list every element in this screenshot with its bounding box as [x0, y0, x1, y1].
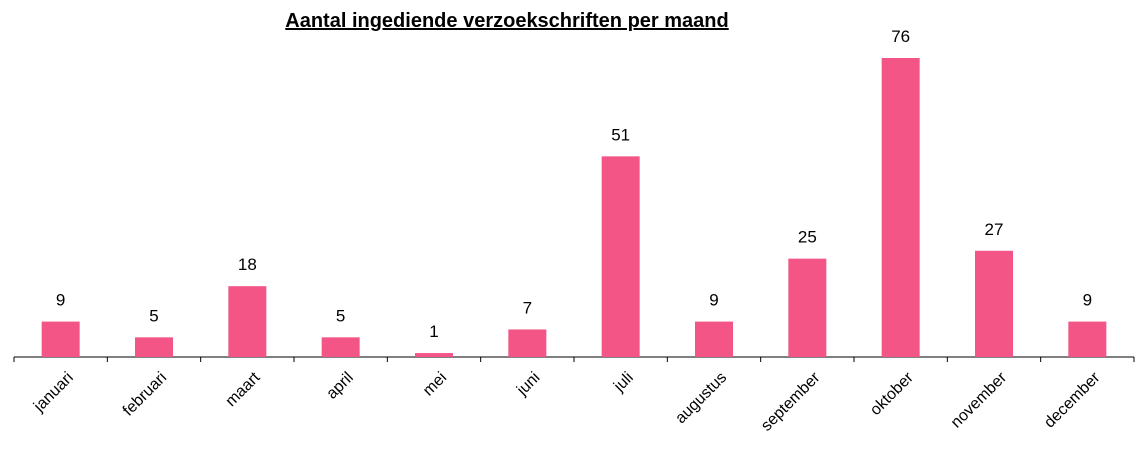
- bar: [695, 321, 733, 357]
- value-label: 1: [429, 322, 438, 341]
- bar: [41, 321, 80, 357]
- bar: [321, 337, 360, 357]
- x-tick-label: december: [1041, 369, 1104, 432]
- bar: [788, 258, 827, 357]
- bar: [881, 58, 920, 357]
- value-label: 76: [891, 27, 910, 46]
- value-label: 9: [1083, 291, 1092, 310]
- value-label: 5: [149, 306, 158, 325]
- bar: [1068, 321, 1107, 357]
- x-tick-label: januari: [30, 369, 77, 416]
- value-label: 9: [56, 291, 65, 310]
- x-tick-label: mei: [420, 369, 450, 399]
- value-label: 18: [238, 255, 257, 274]
- bar: [601, 156, 640, 357]
- x-tick-label: oktober: [867, 369, 917, 419]
- bar: [135, 337, 173, 357]
- x-tick-label: september: [758, 369, 824, 435]
- bar: [508, 329, 547, 357]
- bar: [415, 353, 453, 357]
- chart-title: Aantal ingediende verzoekschriften per m…: [285, 10, 728, 32]
- value-label: 5: [336, 306, 345, 325]
- x-tick-label: maart: [223, 369, 264, 410]
- x-tick-label: november: [948, 369, 1011, 432]
- value-label: 9: [709, 291, 718, 310]
- bar: [228, 286, 267, 357]
- x-tick-label: februari: [120, 369, 170, 419]
- x-tick-label: april: [323, 369, 356, 402]
- bar: [975, 250, 1013, 357]
- value-label: 51: [611, 125, 630, 144]
- x-tick-label: juni: [513, 369, 543, 399]
- value-label: 7: [523, 298, 532, 317]
- value-label: 25: [798, 228, 817, 247]
- x-tick-label: augustus: [672, 369, 730, 427]
- x-tick-label: juli: [610, 369, 637, 396]
- value-label: 27: [985, 220, 1004, 239]
